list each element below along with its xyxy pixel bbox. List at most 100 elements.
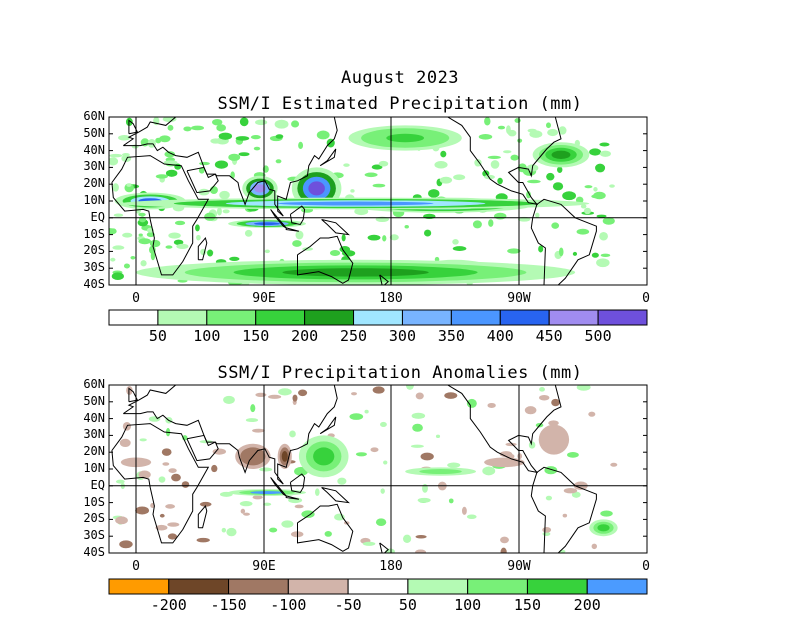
field-speckle [572, 251, 578, 256]
field-speckle [517, 138, 523, 143]
coastline [379, 274, 389, 285]
page-title: August 2023 [340, 68, 460, 88]
coastline [285, 495, 300, 500]
field-speckle [500, 536, 509, 544]
field-speckle [593, 187, 598, 192]
field-speckle [115, 479, 125, 484]
chart-2-title: SSM/I Precipitation Anomalies (mm) [217, 363, 583, 383]
field-speckle [238, 152, 250, 157]
field-speckle [576, 385, 591, 391]
field-speckle [539, 387, 545, 392]
field-speckle [119, 540, 133, 549]
colorbar-swatch [353, 309, 403, 326]
coastline [270, 477, 287, 497]
region-western-pacific [313, 447, 335, 466]
y-tick-label: 30S [83, 528, 105, 543]
field-speckle [148, 245, 156, 254]
field-speckle [130, 256, 136, 260]
field-speckle [428, 189, 440, 198]
field-speckle [245, 418, 259, 423]
x-tick-label: 90E [252, 559, 276, 574]
field-speckle [123, 263, 130, 269]
field-speckle [545, 495, 553, 501]
field-speckle [546, 122, 551, 129]
field-speckle [364, 409, 369, 414]
field-speckle [158, 476, 166, 483]
field-speckle [453, 174, 466, 181]
field-speckle [223, 395, 235, 404]
field-speckle [212, 448, 227, 455]
field-speckle [198, 167, 205, 174]
field-speckle [138, 233, 143, 237]
field-speckle [423, 229, 432, 237]
field-speckle [119, 438, 131, 448]
field-speckle [126, 385, 133, 395]
colorbar-label: -100 [270, 596, 307, 614]
coastlines [111, 385, 597, 553]
field-speckle [149, 239, 161, 248]
field-speckle [600, 253, 611, 258]
region-western-pacific-philippines [308, 181, 325, 196]
field-speckle [417, 497, 431, 503]
field-speckle [557, 166, 563, 174]
coastline [530, 198, 597, 285]
field-speckle [434, 160, 448, 169]
field-speckle [474, 159, 482, 167]
field-speckle [539, 394, 550, 401]
field-speckle [291, 120, 300, 128]
coastline [0, 117, 51, 204]
field-speckle [527, 179, 541, 184]
region-eastern-pacific [492, 459, 517, 466]
field-speckle [547, 128, 559, 137]
colorbar [108, 309, 648, 326]
precip-field [112, 385, 618, 553]
field-speckle [404, 225, 409, 229]
field-speckle [164, 151, 176, 158]
field-speckle [487, 155, 501, 160]
x-tick-label: 90E [252, 291, 276, 306]
field-speckle [148, 416, 161, 422]
field-speckle [439, 176, 453, 184]
field-speckle [503, 150, 512, 154]
field-speckle [380, 421, 387, 428]
colorbar-label: 450 [535, 327, 563, 345]
field-speckle [253, 146, 261, 151]
field-speckle [212, 118, 223, 126]
field-speckle [527, 128, 537, 133]
field-speckle [240, 508, 246, 514]
field-speckle [275, 159, 282, 164]
colorbar-swatch [108, 578, 170, 595]
field-speckle [269, 527, 278, 533]
field-speckle [264, 249, 270, 254]
field-speckle [218, 132, 233, 140]
field-speckle [244, 229, 253, 237]
field-speckle [121, 154, 132, 163]
coastline [319, 148, 337, 167]
colorbar-swatch [548, 309, 599, 326]
colorbar-swatch [526, 578, 588, 595]
coastline [128, 119, 139, 135]
field-speckle [497, 125, 506, 130]
region-south-china-sea [281, 451, 288, 462]
coastline [319, 416, 337, 435]
chart-1-title: SSM/I Estimated Precipitation (mm) [217, 94, 583, 114]
field-speckle [115, 516, 128, 525]
colorbar-swatch [401, 309, 452, 326]
field-speckle [507, 248, 521, 254]
field-speckle [551, 222, 560, 229]
field-speckle [558, 126, 567, 135]
field-speckle [600, 510, 613, 517]
field-speckle [415, 392, 424, 400]
coastline [297, 235, 354, 284]
field-speckle [176, 243, 189, 249]
x-tick-label: 180 [379, 291, 403, 306]
y-tick-label: 10S [83, 226, 105, 241]
field-speckle [415, 549, 427, 553]
field-speckle [281, 520, 294, 528]
field-speckle [298, 389, 308, 397]
colorbar-swatch [206, 309, 257, 326]
field-speckle [415, 535, 427, 539]
field-speckle [562, 513, 568, 518]
field-speckle [275, 134, 284, 139]
field-speckle [472, 220, 482, 229]
